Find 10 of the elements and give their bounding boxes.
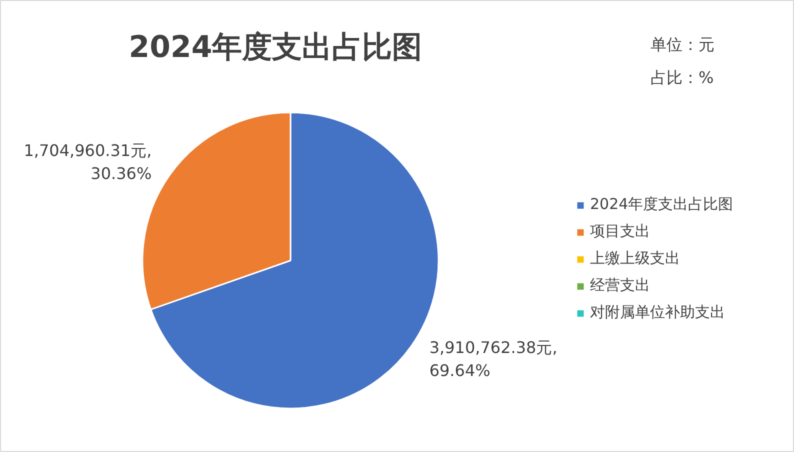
legend-label: 2024年度支出占比图 (590, 195, 734, 214)
legend-label: 经营支出 (590, 276, 650, 295)
legend-label: 上缴上级支出 (590, 249, 680, 268)
legend-label: 项目支出 (590, 222, 650, 241)
data-label: 3,910,762.38元, 69.64% (429, 338, 558, 380)
data-label: 1,704,960.31元, 30.36% (24, 141, 152, 183)
text: 单位：元 (650, 35, 714, 54)
legend-label: 对附属单位补助支出 (590, 303, 725, 322)
text: 占比：% (650, 68, 714, 87)
chart-title: 2024年度支出占比图 (128, 30, 422, 65)
